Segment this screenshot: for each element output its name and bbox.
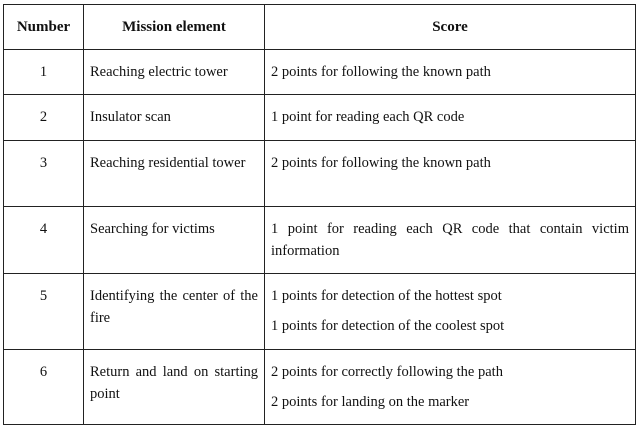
row-mission-element: Insulator scan <box>83 94 265 141</box>
table-row: 2 Insulator scan 1 point for reading eac… <box>3 94 636 141</box>
row-score: 2 points for following the known path <box>264 140 636 207</box>
row-number: 6 <box>3 349 84 425</box>
row-number: 3 <box>3 140 84 207</box>
header-score: Score <box>264 4 636 50</box>
row-mission-element: Identifying the center of the fire <box>83 273 265 350</box>
row-score: 2 points for correctly following the pat… <box>264 349 636 425</box>
row-mission-element: Searching for victims <box>83 206 265 274</box>
row-number: 1 <box>3 49 84 95</box>
row-number: 4 <box>3 206 84 274</box>
table-row: 5 Identifying the center of the fire 1 p… <box>3 273 636 350</box>
score-line: 2 points for following the known path <box>271 155 491 171</box>
row-mission-element: Return and land on starting point <box>83 349 265 425</box>
row-mission-element: Reaching electric tower <box>83 49 265 95</box>
score-line: 2 points for landing on the marker <box>271 394 470 410</box>
score-line: 1 points for detection of the hottest sp… <box>271 288 502 304</box>
row-score: 1 point for reading each QR code that co… <box>264 206 636 274</box>
header-number: Number <box>3 4 84 50</box>
table-row: 1 Reaching electric tower 2 points for f… <box>3 49 636 95</box>
score-line: 1 points for detection of the coolest sp… <box>271 318 505 334</box>
header-mission-element: Mission element <box>83 4 265 50</box>
header-row: Number Mission element Score <box>3 4 636 50</box>
table-row: 3 Reaching residential tower 2 points fo… <box>3 140 636 207</box>
row-number: 5 <box>3 273 84 350</box>
table-row: 4 Searching for victims 1 point for read… <box>3 206 636 274</box>
score-line: 2 points for following the known path <box>271 64 491 80</box>
row-number: 2 <box>3 94 84 141</box>
score-line: 1 point for reading each QR code that co… <box>271 221 629 259</box>
score-line: 1 point for reading each QR code <box>271 109 465 125</box>
table-row: 6 Return and land on starting point 2 po… <box>3 349 636 425</box>
mission-score-table: Number Mission element Score 1 Reaching … <box>3 4 636 425</box>
row-score: 2 points for following the known path <box>264 49 636 95</box>
row-score: 1 point for reading each QR code <box>264 94 636 141</box>
row-mission-element: Reaching residential tower <box>83 140 265 207</box>
row-score: 1 points for detection of the hottest sp… <box>264 273 636 350</box>
score-line: 2 points for correctly following the pat… <box>271 364 503 380</box>
